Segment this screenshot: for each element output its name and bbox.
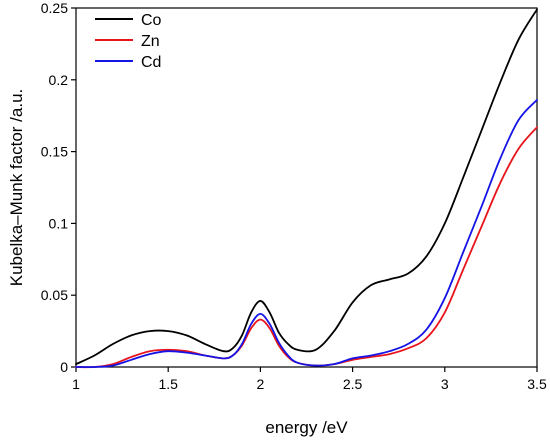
x-axis-title: energy /eV: [265, 418, 348, 437]
y-tick-label-2: 0.1: [49, 215, 69, 231]
series-line-cd: [75, 99, 538, 369]
x-tick-label-2: 2: [257, 376, 265, 392]
x-tick-label-4: 3: [441, 376, 449, 392]
legend-label-cd: Cd: [141, 54, 161, 71]
y-tick-label-0: 0: [60, 359, 68, 375]
y-tick-label-3: 0.15: [41, 144, 68, 160]
y-axis-title: Kubelka–Munk factor /a.u.: [7, 89, 26, 287]
legend-label-zn: Zn: [141, 33, 160, 50]
y-tick-label-1: 0.05: [41, 287, 68, 303]
y-tick-label-5: 0.25: [41, 0, 68, 16]
series-line-zn: [75, 126, 538, 369]
x-tick-label-1: 1.5: [158, 376, 178, 392]
legend-label-co: Co: [141, 12, 162, 29]
x-tick-label-3: 2.5: [343, 376, 363, 392]
x-tick-label-0: 1: [72, 376, 80, 392]
y-tick-label-4: 0.2: [49, 72, 69, 88]
series-line-co: [75, 8, 538, 366]
plot-frame: [75, 7, 538, 368]
x-tick-label-5: 3.5: [527, 376, 547, 392]
